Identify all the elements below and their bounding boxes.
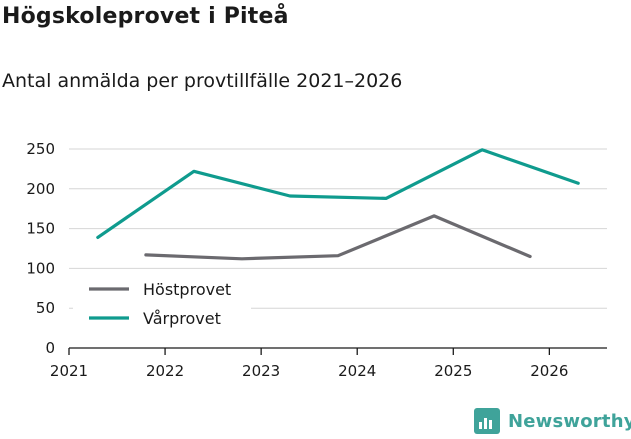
legend-label: Höstprovet — [143, 280, 231, 299]
gridlines — [69, 148, 607, 309]
brand-name: Newsworthy — [508, 410, 631, 432]
brand-logo: Newsworthy — [474, 408, 631, 434]
y-tick-label: 100 — [26, 259, 55, 277]
legend-label: Vårprovet — [143, 309, 221, 328]
legend-background — [73, 273, 251, 335]
series-lines — [96, 148, 580, 261]
legend: Höstprovet Vårprovet — [73, 273, 251, 335]
x-tick-label: 2023 — [242, 362, 280, 380]
y-tick-label: 150 — [26, 220, 55, 238]
chart-title: Högskoleprovet i Piteå — [2, 4, 289, 29]
y-tick-label: 0 — [45, 339, 55, 357]
x-tick-label: 2022 — [146, 362, 184, 380]
y-tick-label: 50 — [36, 299, 55, 317]
series-line-h-stprovet — [144, 214, 532, 261]
newsworthy-logo-icon — [474, 408, 500, 434]
x-tick-label: 2025 — [434, 362, 472, 380]
chart-subtitle: Antal anmälda per provtillfälle 2021–202… — [2, 70, 403, 92]
y-tick-label: 200 — [26, 180, 55, 198]
x-tick-label: 2021 — [50, 362, 88, 380]
series-line-v-rprovet — [96, 148, 580, 239]
axes: 0 50 100 150 200 250 2021 2022 2023 2024 2025 2026 — [26, 140, 607, 380]
y-tick-label: 250 — [26, 140, 55, 158]
x-tick-label: 2024 — [338, 362, 376, 380]
x-tick-label: 2026 — [530, 362, 568, 380]
